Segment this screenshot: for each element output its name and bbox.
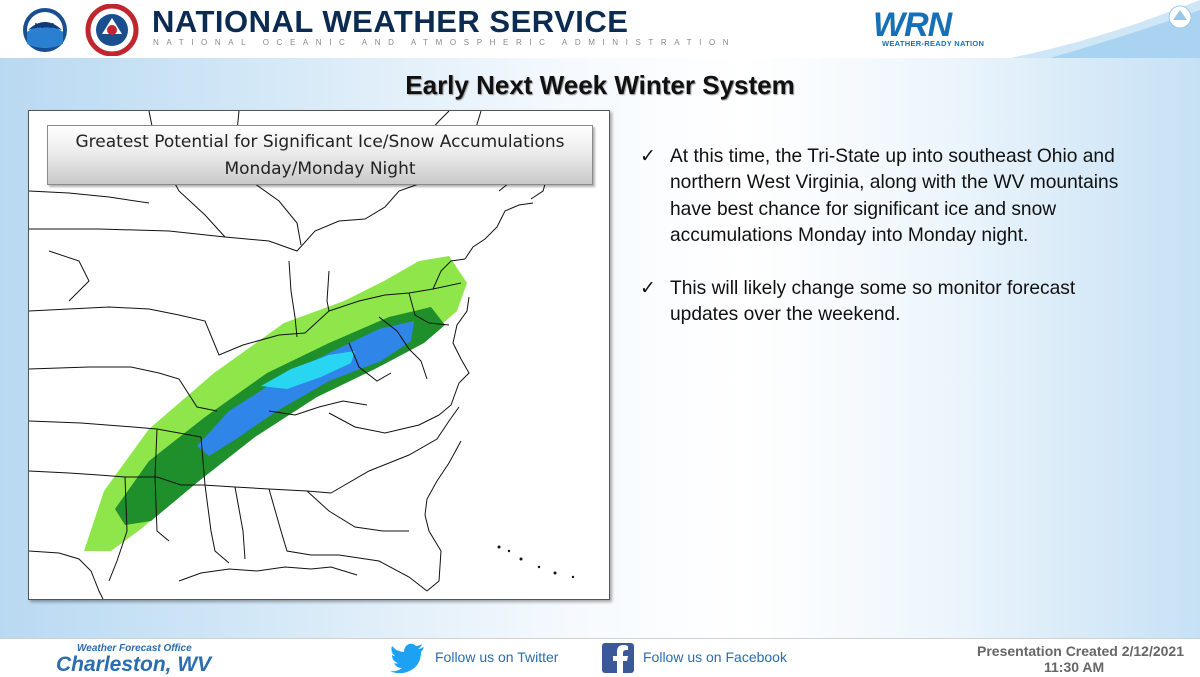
wrn-logo-text: WRN xyxy=(873,6,952,44)
wfo-label: Weather Forecast Office xyxy=(77,643,192,654)
footer: Weather Forecast Office Charleston, WV F… xyxy=(0,638,1200,676)
check-icon: ✓ xyxy=(640,146,656,167)
zone-blue xyxy=(197,321,414,456)
facebook-icon[interactable] xyxy=(602,643,634,673)
facebook-link[interactable]: Follow us on Facebook xyxy=(643,649,787,665)
noaa-logo-icon: NOAA xyxy=(23,8,67,52)
map-graphic xyxy=(29,111,609,599)
wfo-name: Charleston, WV xyxy=(56,653,212,676)
twitter-icon[interactable] xyxy=(390,643,426,673)
bullet-list: ✓ At this time, the Tri-State up into so… xyxy=(640,144,1120,354)
coast-islands xyxy=(497,545,575,579)
bullet-text: At this time, the Tri-State up into sout… xyxy=(670,146,1119,247)
map-label: Greatest Potential for Significant Ice/S… xyxy=(47,125,593,185)
header-corner-emblem-icon xyxy=(1168,5,1192,29)
map-label-line1: Greatest Potential for Significant Ice/S… xyxy=(75,132,565,152)
map-label-line2: Monday/Monday Night xyxy=(224,159,416,179)
bullet-item: ✓ This will likely change some so monito… xyxy=(640,276,1120,329)
header-swoosh xyxy=(1010,0,1200,58)
nws-subtitle: NATIONAL OCEANIC AND ATMOSPHERIC ADMINIS… xyxy=(153,38,737,47)
wrn-tagline: WEATHER-READY NATION xyxy=(882,39,985,48)
presentation-time: 11:30 AM xyxy=(1044,659,1105,675)
presentation-created: Presentation Created 2/12/2021 xyxy=(977,643,1184,659)
nws-logo-icon xyxy=(85,4,139,56)
bullet-item: ✓ At this time, the Tri-State up into so… xyxy=(640,144,1120,250)
forecast-map: Greatest Potential for Significant Ice/S… xyxy=(28,110,610,600)
header: NOAA NATIONAL WEATHER SERVICE NATIONAL O… xyxy=(0,0,1200,58)
nws-title: NATIONAL WEATHER SERVICE xyxy=(152,4,629,39)
map-boundaries xyxy=(29,111,550,599)
bullet-text: This will likely change some so monitor … xyxy=(670,277,1076,326)
zone-cyan xyxy=(261,351,355,389)
noaa-logo-text: NOAA xyxy=(35,23,56,30)
slide-title: Early Next Week Winter System xyxy=(405,70,795,100)
twitter-link[interactable]: Follow us on Twitter xyxy=(435,649,559,665)
check-icon: ✓ xyxy=(640,277,656,299)
